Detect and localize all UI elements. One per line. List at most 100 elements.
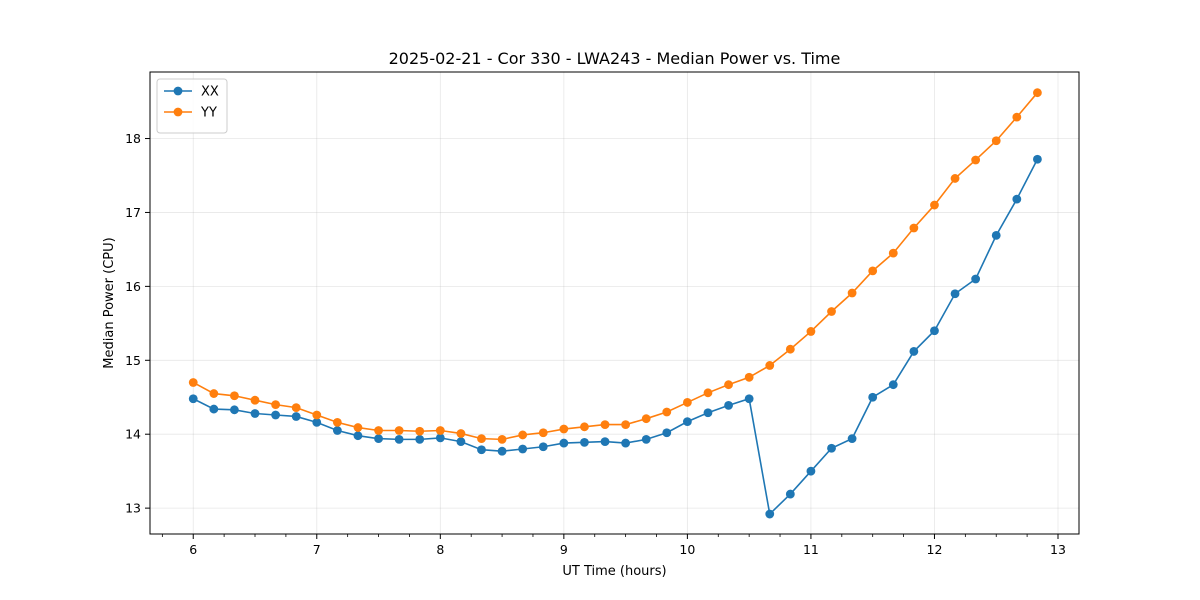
data-point-yy	[271, 400, 281, 410]
data-point-yy	[353, 423, 363, 432]
grid	[150, 72, 1079, 534]
data-point-yy	[662, 407, 672, 417]
data-point-yy	[456, 429, 466, 438]
chart-title: 2025-02-21 - Cor 330 - LWA243 - Median P…	[389, 49, 841, 68]
data-point-xx	[230, 405, 239, 415]
data-point-yy	[930, 200, 939, 210]
y-tick-label: 18	[125, 131, 141, 146]
data-point-yy	[744, 372, 754, 382]
y-axis-label: Median Power (CPU)	[102, 237, 117, 368]
data-point-yy	[209, 389, 219, 398]
data-point-yy	[724, 380, 733, 390]
data-point-yy	[188, 378, 198, 387]
legend-label-yy: YY	[200, 106, 217, 121]
data-point-xx	[621, 438, 631, 448]
data-point-yy	[909, 223, 919, 233]
plot-series	[188, 88, 1042, 519]
data-point-xx	[477, 445, 486, 455]
data-point-xx	[868, 392, 878, 402]
data-point-xx	[785, 489, 795, 499]
x-tick-label: 11	[803, 542, 819, 557]
x-tick-label: 9	[560, 542, 568, 557]
data-point-xx	[765, 509, 775, 519]
y-tick-label: 14	[125, 427, 141, 442]
axes-ticks: 6 7 8 9 10 11 12 13 13 14 15 16 17 18	[125, 131, 1066, 557]
data-point-xx	[827, 443, 836, 453]
data-point-xx	[188, 394, 198, 404]
x-tick-label: 8	[436, 542, 444, 557]
data-point-yy	[847, 288, 857, 298]
data-point-xx	[374, 434, 383, 444]
data-point-xx	[497, 446, 507, 456]
x-tick-label: 12	[927, 542, 943, 557]
data-point-xx	[435, 433, 445, 443]
y-tick-label: 13	[125, 501, 141, 516]
data-point-xx	[662, 428, 672, 438]
data-point-yy	[991, 136, 1001, 146]
data-point-xx	[600, 437, 610, 446]
data-point-xx	[888, 380, 898, 390]
data-point-yy	[332, 417, 342, 427]
data-point-yy	[765, 361, 775, 370]
x-tick-label: 13	[1050, 542, 1066, 557]
legend-label-xx: XX	[201, 85, 219, 100]
data-point-yy	[580, 422, 589, 432]
data-point-yy	[374, 426, 383, 435]
data-point-yy	[518, 430, 528, 440]
data-point-xx	[291, 412, 301, 421]
data-point-xx	[518, 444, 528, 454]
data-point-yy	[950, 174, 960, 183]
data-point-yy	[250, 395, 260, 405]
data-point-xx	[930, 326, 939, 336]
data-point-xx	[415, 434, 425, 444]
data-point-yy	[394, 426, 404, 435]
data-point-xx	[559, 438, 569, 448]
data-point-yy	[497, 434, 507, 444]
data-point-xx	[580, 437, 589, 447]
data-point-xx	[538, 442, 548, 452]
data-point-yy	[291, 403, 301, 412]
data-point-yy	[806, 327, 816, 336]
data-point-xx	[332, 426, 342, 435]
data-point-xx	[271, 410, 281, 420]
legend-marker-xx	[173, 86, 183, 96]
data-point-yy	[868, 266, 878, 276]
data-point-xx	[250, 409, 260, 418]
data-point-yy	[682, 398, 692, 407]
data-point-yy	[888, 248, 898, 258]
data-point-xx	[744, 394, 754, 404]
data-point-yy	[1033, 88, 1042, 98]
x-tick-label: 6	[189, 542, 197, 557]
data-point-xx	[353, 431, 363, 441]
data-point-xx	[209, 404, 219, 414]
x-tick-label: 7	[313, 542, 321, 557]
data-point-yy	[477, 434, 486, 444]
data-point-xx	[1012, 194, 1022, 204]
data-point-xx	[724, 400, 733, 410]
y-tick-label: 17	[125, 205, 141, 220]
data-point-yy	[600, 420, 610, 429]
y-tick-label: 15	[125, 353, 141, 368]
data-point-yy	[312, 410, 322, 420]
x-tick-label: 10	[679, 542, 695, 557]
data-point-yy	[415, 426, 425, 436]
data-point-xx	[991, 230, 1001, 240]
data-point-yy	[230, 391, 239, 401]
legend: XX YY	[156, 78, 228, 134]
data-point-xx	[806, 466, 816, 476]
data-point-xx	[1033, 154, 1042, 164]
data-point-xx	[394, 434, 404, 444]
data-point-yy	[621, 420, 631, 429]
plot-frame	[149, 71, 1080, 535]
data-point-yy	[785, 344, 795, 354]
data-point-xx	[950, 289, 960, 299]
data-point-yy	[971, 155, 981, 165]
data-point-xx	[456, 437, 466, 446]
series-xx	[188, 154, 1042, 519]
series-yy	[188, 88, 1042, 444]
data-point-yy	[559, 424, 569, 434]
legend-marker-yy	[173, 107, 183, 117]
data-point-yy	[1012, 112, 1022, 122]
data-point-xx	[312, 417, 322, 427]
